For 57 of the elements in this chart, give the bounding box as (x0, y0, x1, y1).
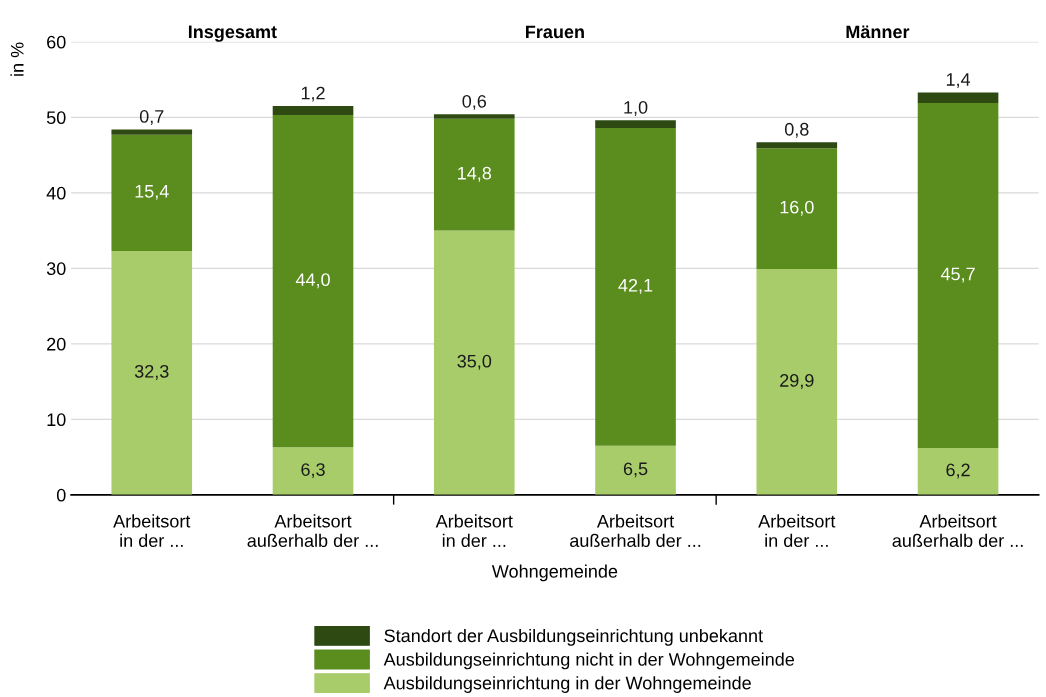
bar (917, 92, 999, 103)
x-axis-title: Wohngemeinde (491, 564, 618, 582)
legend-label: Ausbildungseinrichtung in der Wohngemeinde (383, 676, 751, 693)
data-label: 14,8 (458, 166, 492, 182)
y-tick-label: 10 (47, 413, 66, 427)
data-label: 32,3 (134, 364, 169, 380)
y-tick-label: 30 (46, 262, 66, 276)
y-tick-label: 40 (46, 186, 66, 200)
bar (111, 134, 193, 251)
data-label: 45,7 (940, 267, 975, 283)
bar (272, 447, 354, 495)
data-label: 0,6 (462, 94, 487, 110)
data-label: 16,0 (780, 200, 814, 216)
x-tick-label: Arbeitsort in der ... (758, 514, 836, 548)
y-tick-label: 60 (47, 35, 66, 49)
bar (756, 269, 838, 495)
bar (917, 448, 999, 495)
data-label: 0,8 (784, 122, 809, 138)
bar (433, 118, 515, 231)
bar (111, 250, 193, 495)
data-label: 35,0 (457, 354, 492, 370)
bar (111, 129, 193, 135)
data-label: 29,9 (780, 374, 814, 389)
text: Männer (846, 25, 910, 39)
data-label: 1,0 (624, 100, 648, 116)
x-tick-label: Arbeitsort außerhalb der ... (247, 514, 378, 548)
y-axis-title: in % (10, 42, 24, 76)
text: Insgesamt (188, 25, 277, 42)
bar (433, 114, 515, 119)
x-tick-label: Arbeitsort in der ... (435, 514, 513, 548)
bar (272, 106, 354, 116)
legend-label: Standort der Ausbildungseinrichtung unbekannt (384, 628, 763, 646)
data-label: 1,4 (946, 73, 971, 88)
bar (595, 127, 676, 446)
y-tick-label: 20 (47, 337, 66, 351)
data-label: 15,4 (135, 185, 169, 200)
bar (756, 148, 838, 270)
legend-label: Ausbildungseinrichtung nicht in der Wohngemeinde (383, 652, 795, 670)
bar (917, 102, 999, 449)
bar (595, 445, 676, 495)
data-label: 6,3 (301, 463, 325, 479)
data-label: 0,7 (139, 110, 164, 125)
x-tick-label: Arbeitsort außerhalb der ... (570, 514, 701, 548)
text: Frauen (526, 25, 584, 39)
y-tick-label: 0 (56, 488, 66, 502)
data-label: 42,1 (618, 278, 653, 294)
x-tick-label: Arbeitsort in der ... (113, 514, 191, 548)
data-label: 1,2 (301, 86, 325, 102)
data-label: 44,0 (295, 273, 330, 289)
bar (272, 115, 354, 448)
bar (756, 142, 838, 149)
x-tick-label: Arbeitsort außerhalb der ... (892, 514, 1023, 548)
bar (595, 120, 676, 128)
bar (433, 230, 515, 495)
y-tick-label: 50 (46, 111, 66, 125)
data-label: 6,2 (946, 463, 970, 479)
data-label: 6,5 (623, 462, 648, 478)
